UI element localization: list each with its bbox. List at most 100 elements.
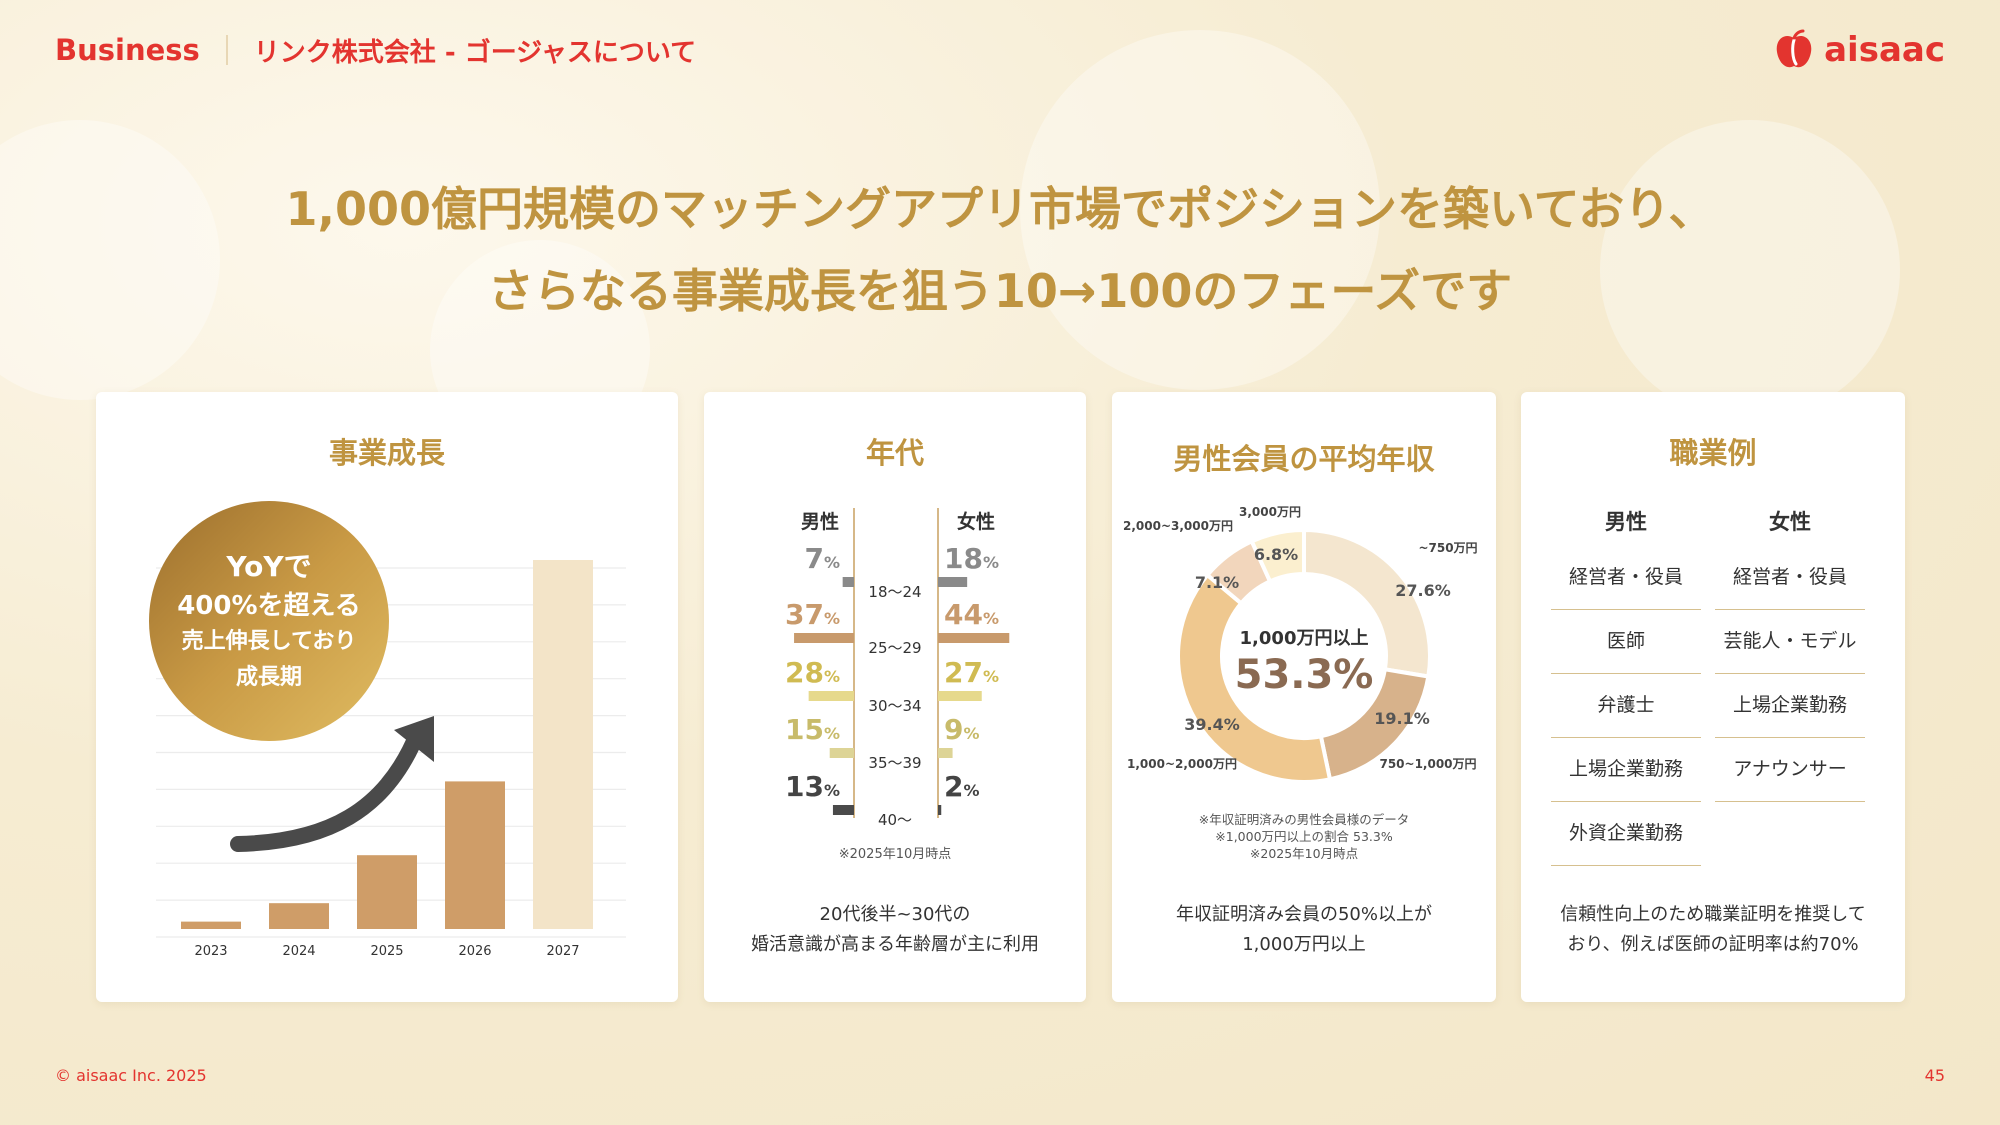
- age-unit: %: [824, 609, 840, 628]
- age-description-line: 婚活意識が高まる年齢層が主に利用: [751, 934, 1039, 955]
- growth-badge-line: YoYで: [225, 550, 311, 583]
- growth-arrow-head: [394, 716, 434, 762]
- age-range-label: 40～: [878, 811, 912, 829]
- growth-title: 事業成長: [328, 436, 445, 470]
- logo-text: aisaac: [1824, 30, 1945, 70]
- bokeh-decoration: [1020, 30, 1380, 390]
- growth-badge: [149, 501, 389, 741]
- age-unit: %: [963, 724, 979, 743]
- growth-bar: [445, 781, 505, 929]
- occupation-item: 芸能人・モデル: [1715, 610, 1865, 674]
- age-male-value: 7%: [804, 542, 840, 575]
- income-slice-value: 6.8%: [1254, 545, 1298, 564]
- age-title: 年代: [865, 436, 924, 470]
- headline: 1,000億円規模のマッチングアプリ市場でポジションを築いており、 さらなる事業…: [0, 168, 2000, 332]
- age-female-bar: [938, 577, 968, 587]
- occupation-item: 医師: [1551, 610, 1701, 674]
- header: Business リンク株式会社 - ゴージャスについて: [55, 30, 696, 70]
- section-label: Business: [55, 33, 200, 67]
- occupation-item: 弁護士: [1551, 674, 1701, 738]
- income-card: 男性会員の平均年収 27.6% 19.1% 39.4% 7.1% 6.8% ~750万円 7…: [1112, 392, 1496, 1002]
- income-slice-value: 39.4%: [1184, 715, 1240, 734]
- bokeh-decoration: [0, 120, 220, 400]
- occupation-item: 経営者・役員: [1715, 546, 1865, 610]
- income-category-label: 750~1,000万円: [1379, 757, 1476, 771]
- age-unit: %: [824, 781, 840, 800]
- age-unit: %: [824, 724, 840, 743]
- occupation-title: 職業例: [1669, 436, 1757, 470]
- income-category-label: 3,000万円: [1239, 505, 1301, 519]
- age-female-bar: [938, 633, 1010, 643]
- growth-bar: [357, 855, 417, 929]
- growth-badge-line: 400%を超える: [177, 591, 361, 621]
- occupation-item: 上場企業勤務: [1715, 674, 1865, 738]
- age-description: 20代後半~30代の 婚活意識が高まる年齢層が主に利用: [704, 900, 1086, 960]
- age-male-bar: [808, 691, 854, 701]
- age-female-value: 44%: [944, 598, 999, 631]
- age-card: 年代 男性 女性 18～24 7% 18% 25～29 37% 44% 30～34 28% 27% 3…: [704, 392, 1086, 1002]
- age-male-value: 37%: [785, 598, 840, 631]
- growth-bar: [533, 560, 593, 929]
- page-number: 45: [1924, 1066, 1945, 1085]
- income-slice: [1249, 527, 1306, 585]
- age-chart: 男性 女性 18～24 7% 18% 25～29 37% 44% 30～34 28% 27% 35～3…: [785, 508, 1010, 862]
- header-divider: [225, 35, 228, 65]
- age-female-value: 9%: [944, 713, 980, 746]
- age-unit: %: [983, 609, 999, 628]
- occupation-description: 信頼性向上のため職業証明を推奨して おり、例えば医師の証明率は約70%: [1521, 900, 1905, 960]
- income-center-value: 53.3%: [1235, 652, 1374, 698]
- income-slice-value: 27.6%: [1395, 581, 1451, 600]
- occupation-item: 外資企業勤務: [1551, 802, 1701, 866]
- headline-line-1: 1,000億円規模のマッチングアプリ市場でポジションを築いており、: [285, 182, 1715, 236]
- growth-badge-line: 成長期: [236, 665, 302, 690]
- age-range-label: 18～24: [868, 583, 921, 601]
- age-female-value: 18%: [944, 542, 999, 575]
- income-description-line: 年収証明済み会員の50%以上が: [1175, 904, 1432, 925]
- income-note: ※2025年10月時点: [1250, 846, 1358, 861]
- growth-arrow-shaft: [230, 724, 426, 852]
- income-description-line: 1,000万円以上: [1242, 934, 1366, 955]
- occupation-item: 経営者・役員: [1551, 546, 1701, 610]
- income-category-label: ~750万円: [1418, 541, 1477, 555]
- age-unit: %: [824, 553, 840, 572]
- page-subtitle: リンク株式会社 - ゴージャスについて: [253, 37, 697, 68]
- age-range-label: 25～29: [868, 639, 921, 657]
- age-female-label: 女性: [957, 510, 995, 533]
- growth-arrow-icon: [230, 716, 434, 852]
- copyright: © aisaac Inc. 2025: [55, 1066, 207, 1085]
- apple-logo-icon: [1776, 29, 1812, 68]
- age-female-bar: [938, 691, 982, 701]
- age-male-bar: [794, 633, 854, 643]
- age-unit: %: [824, 667, 840, 686]
- growth-year-label: 2023: [194, 944, 227, 959]
- age-male-value: 13%: [785, 770, 840, 803]
- age-unit: %: [983, 553, 999, 572]
- age-male-label: 男性: [801, 510, 839, 533]
- age-range-label: 30～34: [868, 697, 921, 715]
- age-female-value: 2%: [944, 770, 980, 803]
- age-male-value: 28%: [785, 656, 840, 689]
- income-slice: [1302, 527, 1432, 679]
- income-category-label: 1,000~2,000万円: [1127, 757, 1237, 771]
- occupation-item: アナウンサー: [1715, 738, 1865, 802]
- bokeh-decoration: [1600, 120, 1900, 420]
- occupation-item: 上場企業勤務: [1551, 738, 1701, 802]
- income-slice: [1176, 572, 1333, 784]
- income-slice-value: 7.1%: [1195, 573, 1239, 592]
- occupation-female-header: 女性: [1769, 510, 1811, 534]
- growth-year-label: 2025: [370, 944, 403, 959]
- growth-bar: [181, 921, 241, 929]
- occupation-description-line: 信頼性向上のため職業証明を推奨して: [1560, 904, 1866, 925]
- age-range-label: 35～39: [868, 754, 921, 772]
- growth-year-label: 2026: [458, 944, 491, 959]
- income-note: ※年収証明済みの男性会員様のデータ: [1199, 812, 1409, 827]
- occupation-description-line: おり、例えば医師の証明率は約70%: [1567, 934, 1859, 955]
- age-male-bar: [842, 577, 854, 587]
- age-male-bar: [832, 805, 854, 815]
- age-male-value: 15%: [785, 713, 840, 746]
- income-note: ※1,000万円以上の割合 53.3%: [1215, 829, 1393, 844]
- headline-line-2: さらなる事業成長を狙う10→100のフェーズです: [487, 264, 1513, 318]
- age-female-value: 27%: [944, 656, 999, 689]
- occupation-card: 職業例 男性 女性 経営者・役員 医師 弁護士 上場企業勤務 外資企業勤務 経営者・役員…: [1521, 392, 1905, 1002]
- growth-year-label: 2027: [546, 944, 579, 959]
